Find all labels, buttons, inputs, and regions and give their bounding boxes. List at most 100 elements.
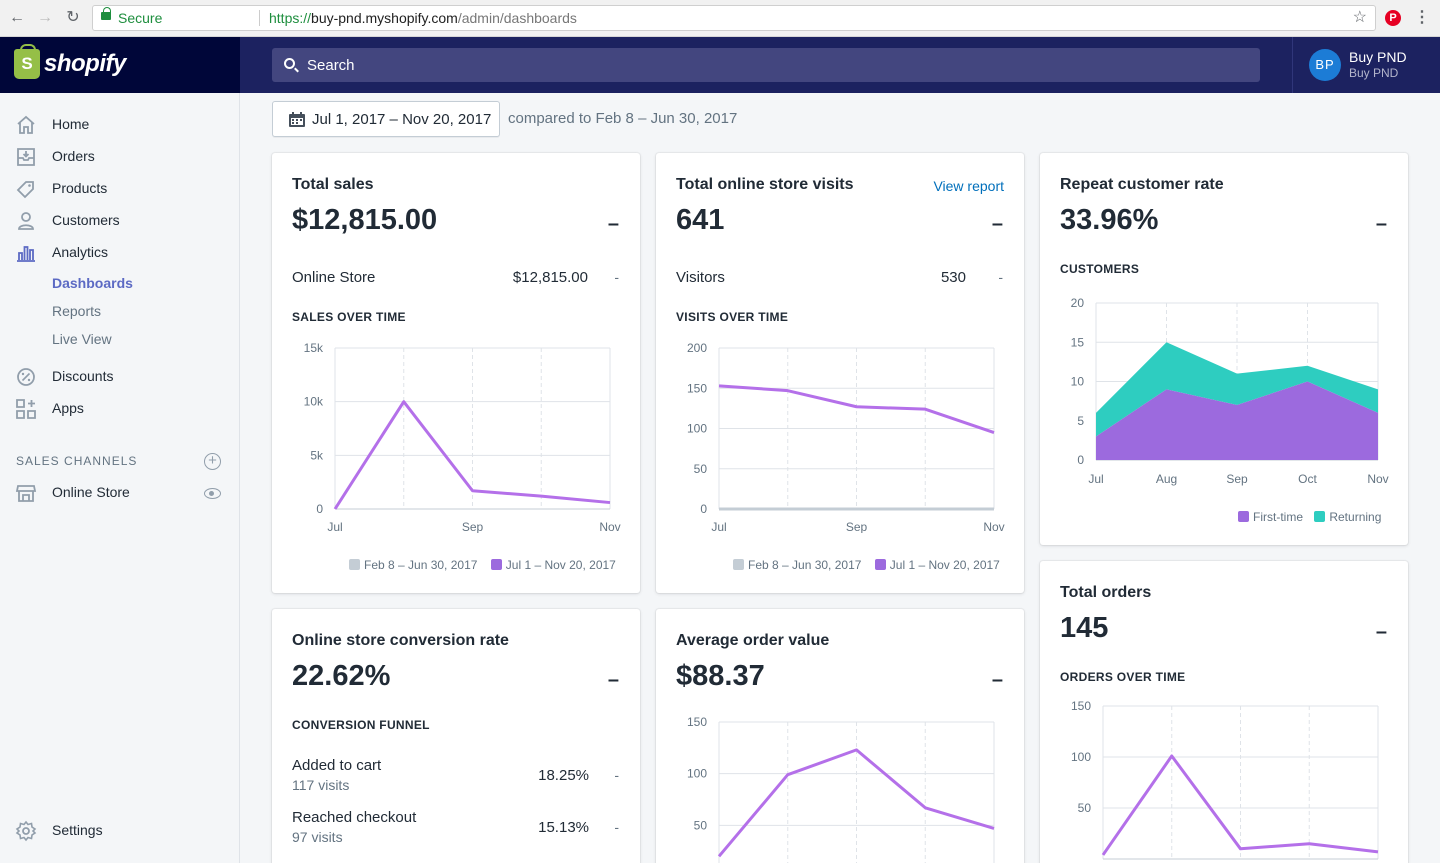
breakdown-label: Online Store xyxy=(292,269,376,286)
person-icon xyxy=(18,212,34,230)
funnel-step-visits: 97 visits xyxy=(292,829,343,845)
y-tick-label: 5k xyxy=(310,448,324,462)
sidebar-item-online-store[interactable]: Online Store xyxy=(0,478,239,508)
x-tick-label: Nov xyxy=(983,520,1004,533)
sidebar-item-label: Orders xyxy=(52,148,95,164)
sidebar-item-products[interactable]: Products xyxy=(0,174,239,204)
funnel-step-visits: 117 visits xyxy=(292,777,350,793)
legend-previous[interactable]: Feb 8 – Jun 30, 2017 xyxy=(733,558,861,572)
search-icon xyxy=(284,58,295,69)
sidebar-item-label: Apps xyxy=(52,400,84,416)
chart-title: CUSTOMERS xyxy=(1060,262,1140,276)
legend-first-time[interactable]: First-time xyxy=(1238,510,1303,524)
legend-swatch xyxy=(733,559,744,570)
chart-title: SALES OVER TIME xyxy=(292,310,406,324)
funnel-step-label: Reached checkout xyxy=(292,809,417,826)
y-tick-label: 10 xyxy=(1071,375,1085,389)
sidebar-item-orders[interactable]: Orders xyxy=(0,142,239,172)
sidebar-subitem-reports[interactable]: Reports xyxy=(52,303,102,319)
sidebar-item-label: Settings xyxy=(52,822,103,838)
visits-card: Total online store visits View report 64… xyxy=(656,153,1024,593)
sidebar-item-analytics[interactable]: Analytics xyxy=(0,238,239,268)
x-tick-label: Nov xyxy=(1367,472,1388,486)
search-bar[interactable] xyxy=(272,48,1260,82)
search-input[interactable] xyxy=(307,48,1207,82)
aov-chart: 50 100 150 xyxy=(687,715,995,863)
legend-swatch xyxy=(874,559,886,570)
y-tick-label: 50 xyxy=(1078,801,1092,815)
aov-value: $88.37 xyxy=(676,660,765,692)
conversion-card: Online store conversion rate 22.62% – CO… xyxy=(272,609,640,863)
apps-icon xyxy=(16,399,36,419)
shop-name: Buy PND xyxy=(1349,66,1399,80)
bar-chart-icon xyxy=(17,246,35,262)
add-channel-icon[interactable]: + xyxy=(204,453,221,470)
legend-returning[interactable]: Returning xyxy=(1314,510,1381,524)
user-name: Buy PND xyxy=(1349,49,1407,65)
funnel-step-change: - xyxy=(614,767,619,783)
y-tick-label: 10k xyxy=(304,395,324,409)
y-tick-label: 5 xyxy=(1077,414,1084,428)
y-tick-label: 150 xyxy=(687,715,707,729)
legend-previous[interactable]: Feb 8 – Jun 30, 2017 xyxy=(349,558,477,572)
url-text: https://buy-pnd.myshopify.com/admin/dash… xyxy=(269,10,577,26)
visits-chart: 0 50 100 150 200 Jul Sep Nov xyxy=(687,341,1005,533)
reload-icon[interactable]: ↻ xyxy=(66,9,80,26)
x-tick-label: Sep xyxy=(462,520,484,533)
eye-icon[interactable] xyxy=(204,488,221,499)
y-tick-label: 0 xyxy=(1077,453,1084,467)
x-tick-label: Sep xyxy=(846,520,868,533)
sidebar-item-discounts[interactable]: Discounts xyxy=(0,362,239,392)
sidebar-item-customers[interactable]: Customers xyxy=(0,206,239,236)
legend-current[interactable]: Jul 1 – Nov 20, 2017 xyxy=(874,558,1000,572)
chart-title: ORDERS OVER TIME xyxy=(1060,670,1186,684)
y-tick-label: 0 xyxy=(700,502,707,516)
address-bar[interactable]: Secure https://buy-pnd.myshopify.com/adm… xyxy=(92,5,1376,31)
legend-swatch xyxy=(1314,511,1326,522)
x-tick-label: Oct xyxy=(1298,472,1317,486)
sales-chart: 0 5k 10k 15k Jul Sep Nov xyxy=(304,341,621,533)
sidebar-subitem-live-view[interactable]: Live View xyxy=(52,331,112,347)
pinterest-icon[interactable]: P xyxy=(1385,10,1401,26)
current-series-line xyxy=(718,384,995,434)
total-sales-change: – xyxy=(607,213,619,235)
user-menu[interactable]: BP Buy PND Buy PND xyxy=(1293,37,1440,93)
visits-value: 641 xyxy=(676,204,725,236)
logo[interactable]: S shopify xyxy=(0,37,240,93)
total-sales-value: $12,815.00 xyxy=(292,204,438,236)
x-tick-label: Jul xyxy=(1088,472,1103,486)
sidebar-item-label: Home xyxy=(52,116,90,132)
orders-value: 145 xyxy=(1060,612,1109,644)
average-order-value-card: Average order value $88.37 – 50 100 150 xyxy=(656,609,1024,863)
browser-menu-icon[interactable]: ⋮ xyxy=(1414,9,1430,26)
view-report-link[interactable]: View report xyxy=(933,178,1004,194)
orders-chart: 50 100 150 xyxy=(1071,699,1379,860)
back-arrow-icon[interactable]: ← xyxy=(9,9,25,26)
sidebar-item-settings[interactable]: Settings xyxy=(0,816,239,846)
sidebar-subitem-dashboards[interactable]: Dashboards xyxy=(52,275,133,291)
lock-icon xyxy=(101,7,111,20)
bookmark-star-icon[interactable]: ☆ xyxy=(1352,9,1367,26)
sidebar-item-apps[interactable]: Apps xyxy=(0,394,239,424)
y-tick-label: 0 xyxy=(316,502,323,516)
first-time-area xyxy=(1096,381,1378,460)
card-title: Total sales xyxy=(292,176,374,193)
card-title: Average order value xyxy=(676,632,830,649)
sidebar-item-home[interactable]: Home xyxy=(0,110,239,140)
y-tick-label: 100 xyxy=(1071,750,1091,764)
home-icon xyxy=(17,115,35,134)
legend-current[interactable]: Jul 1 – Nov 20, 2017 xyxy=(490,558,616,572)
x-tick-label: Nov xyxy=(599,520,620,533)
y-tick-label: 50 xyxy=(694,462,708,476)
funnel-step-label: Added to cart xyxy=(292,757,382,774)
x-tick-label: Jul xyxy=(327,520,342,533)
logo-text: shopify xyxy=(44,50,126,77)
legend-swatch xyxy=(490,559,502,570)
y-tick-label: 200 xyxy=(687,341,707,355)
forward-arrow-icon[interactable]: → xyxy=(37,9,53,26)
y-tick-label: 50 xyxy=(694,818,708,832)
customers-chart: 0 5 10 15 20 Jul Aug Sep Oct Nov xyxy=(1071,296,1389,486)
funnel-step-change: - xyxy=(614,819,619,835)
date-range-button[interactable]: Jul 1, 2017 – Nov 20, 2017 xyxy=(272,101,500,137)
card-title: Total online store visits xyxy=(676,176,854,193)
